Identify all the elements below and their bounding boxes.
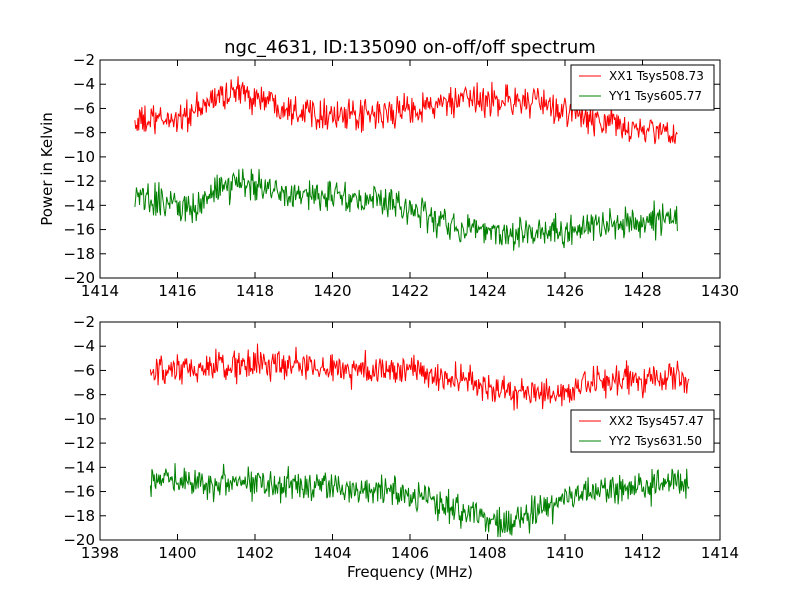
x-tick-label: 1408 — [468, 544, 506, 562]
y-tick-label: −12 — [63, 172, 95, 190]
x-tick-label: 1418 — [236, 282, 274, 300]
x-tick-label: 1414 — [701, 544, 739, 562]
x-tick-label: 1404 — [313, 544, 351, 562]
x-axis-label: Frequency (MHz) — [347, 563, 473, 581]
y-tick-label: −18 — [63, 245, 95, 263]
x-tick-label: 1430 — [701, 282, 739, 300]
y-tick-label: −10 — [63, 148, 95, 166]
y-tick-label: −10 — [63, 410, 95, 428]
series-line-xx1 — [134, 76, 678, 145]
legend: XX2 Tsys457.47 YY2 Tsys631.50 — [570, 409, 715, 453]
x-tick-label: 1412 — [623, 544, 661, 562]
y-axis-label: Power in Kelvin — [38, 112, 56, 226]
x-tick-label: 1428 — [623, 282, 661, 300]
series-line-xx2 — [149, 343, 690, 411]
series-line-yy1 — [134, 168, 678, 251]
x-tick-label: 1402 — [236, 544, 274, 562]
legend-entry: YY2 Tsys631.50 — [608, 434, 702, 448]
y-tick-label: −6 — [73, 99, 95, 117]
series-line-yy2 — [149, 463, 690, 538]
legend-entry: YY1 Tsys605.77 — [608, 89, 702, 103]
legend-box — [570, 64, 715, 111]
y-tick-label: −12 — [63, 434, 95, 452]
y-tick-label: −14 — [63, 458, 95, 476]
x-tick-label: 1416 — [158, 282, 196, 300]
y-tick-label: −8 — [73, 124, 95, 142]
x-tick-label: 1400 — [158, 544, 196, 562]
x-tick-label: 1420 — [313, 282, 351, 300]
y-tick-label: −16 — [63, 483, 95, 501]
chart-title: ngc_4631, ID:135090 on-off/off spectrum — [224, 37, 596, 58]
y-tick-label: −18 — [63, 507, 95, 525]
x-tick-label: 1422 — [391, 282, 429, 300]
y-tick-label: −4 — [73, 337, 95, 355]
y-tick-label: −20 — [63, 531, 95, 549]
bottom-plot-panel: 1398 1400 1402 1404 1406 1408 1410 1412 1414 −2 −4… — [63, 313, 739, 581]
x-tick-label: 1424 — [468, 282, 506, 300]
x-tick-label: 1410 — [546, 544, 584, 562]
legend-entry: XX1 Tsys508.73 — [609, 69, 704, 83]
x-tick-label: 1406 — [391, 544, 429, 562]
y-tick-label: −14 — [63, 196, 95, 214]
y-tick-label: −2 — [73, 313, 95, 331]
legend-entry: XX2 Tsys457.47 — [609, 414, 704, 428]
y-tick-label: −8 — [73, 386, 95, 404]
x-tick-label: 1414 — [81, 282, 119, 300]
x-tick-label: 1426 — [546, 282, 584, 300]
y-tick-label: −2 — [73, 51, 95, 69]
y-tick-label: −6 — [73, 361, 95, 379]
y-tick-label: −16 — [63, 221, 95, 239]
top-plot-panel: 1414 1416 1418 1420 1422 1424 1426 1428 1430 −2 −4… — [38, 51, 739, 300]
x-tick-label: 1398 — [81, 544, 119, 562]
legend: XX1 Tsys508.73 YY1 Tsys605.77 — [570, 64, 715, 111]
y-tick-label: −4 — [73, 75, 95, 93]
legend-box — [570, 409, 715, 453]
y-tick-label: −20 — [63, 269, 95, 287]
